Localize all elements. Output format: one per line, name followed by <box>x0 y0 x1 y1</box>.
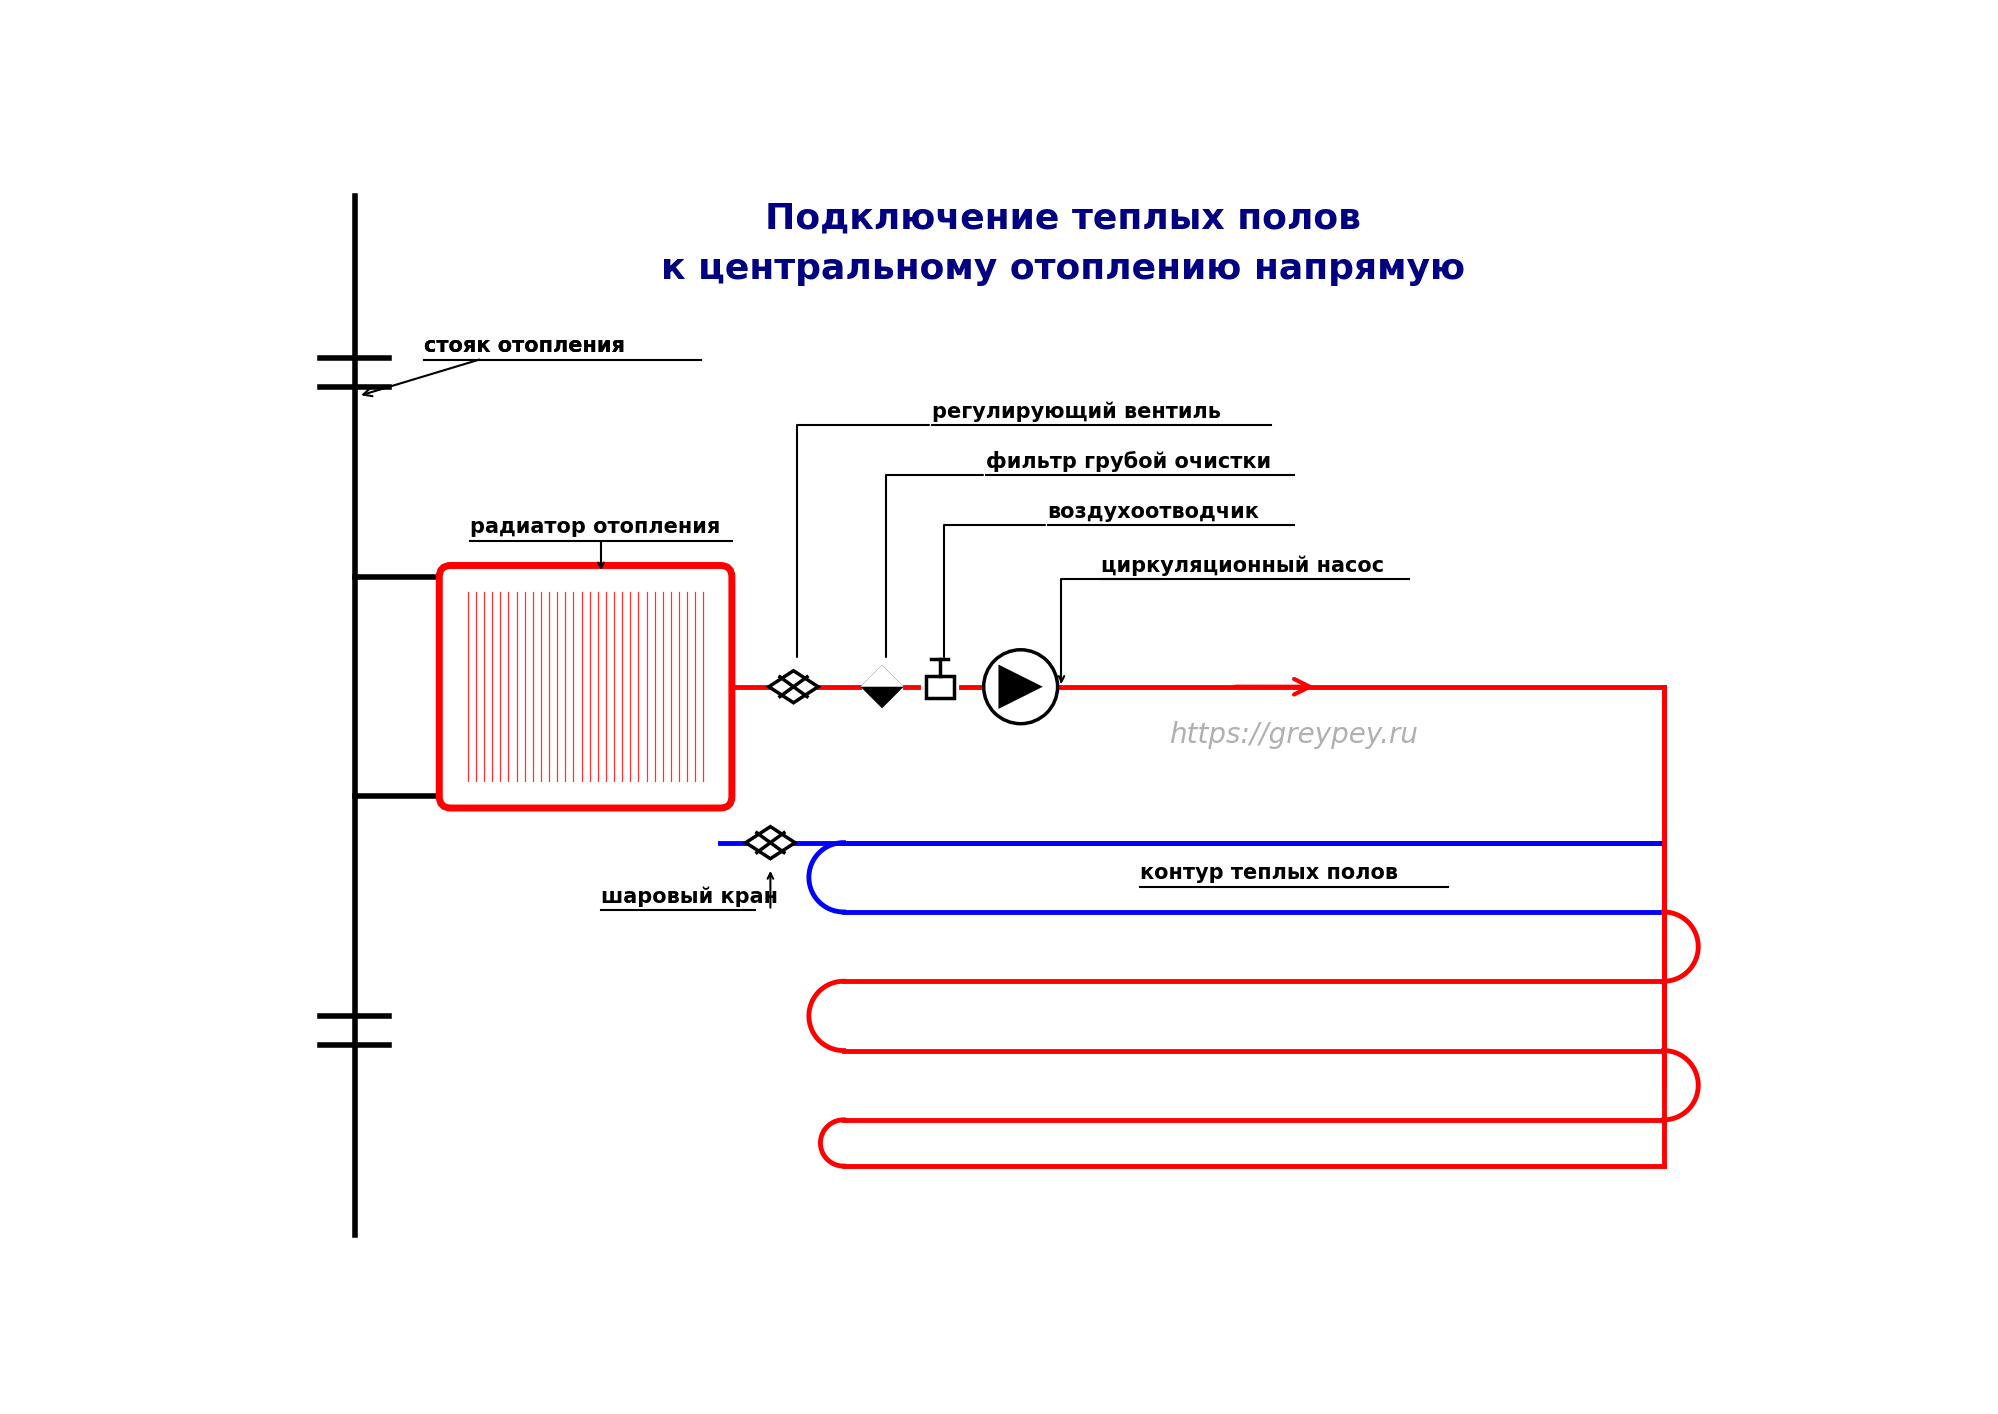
Text: стояк отопления: стояк отопления <box>364 337 625 396</box>
Bar <box>925 676 953 697</box>
Text: регулирующий вентиль: регулирующий вентиль <box>931 402 1221 421</box>
Polygon shape <box>859 665 903 687</box>
Text: радиатор отопления: радиатор отопления <box>470 518 719 537</box>
FancyBboxPatch shape <box>440 566 731 807</box>
Text: https://greypey.ru: https://greypey.ru <box>1169 721 1419 749</box>
Text: шаровый кран: шаровый кран <box>601 887 777 906</box>
Text: Подключение теплых полов: Подключение теплых полов <box>765 202 1361 236</box>
Polygon shape <box>745 827 795 858</box>
Text: к центральному отоплению напрямую: к центральному отоплению напрямую <box>661 252 1465 286</box>
Text: циркуляционный насос: циркуляционный насос <box>1101 556 1385 575</box>
Text: стояк отопления: стояк отопления <box>424 337 625 356</box>
Polygon shape <box>769 670 817 703</box>
Text: контур теплых полов: контур теплых полов <box>1139 864 1397 884</box>
Polygon shape <box>859 665 903 708</box>
Text: фильтр грубой очистки: фильтр грубой очистки <box>985 451 1271 472</box>
Circle shape <box>983 650 1057 724</box>
Text: воздухоотводчик: воздухоотводчик <box>1047 502 1259 522</box>
Polygon shape <box>997 665 1043 708</box>
